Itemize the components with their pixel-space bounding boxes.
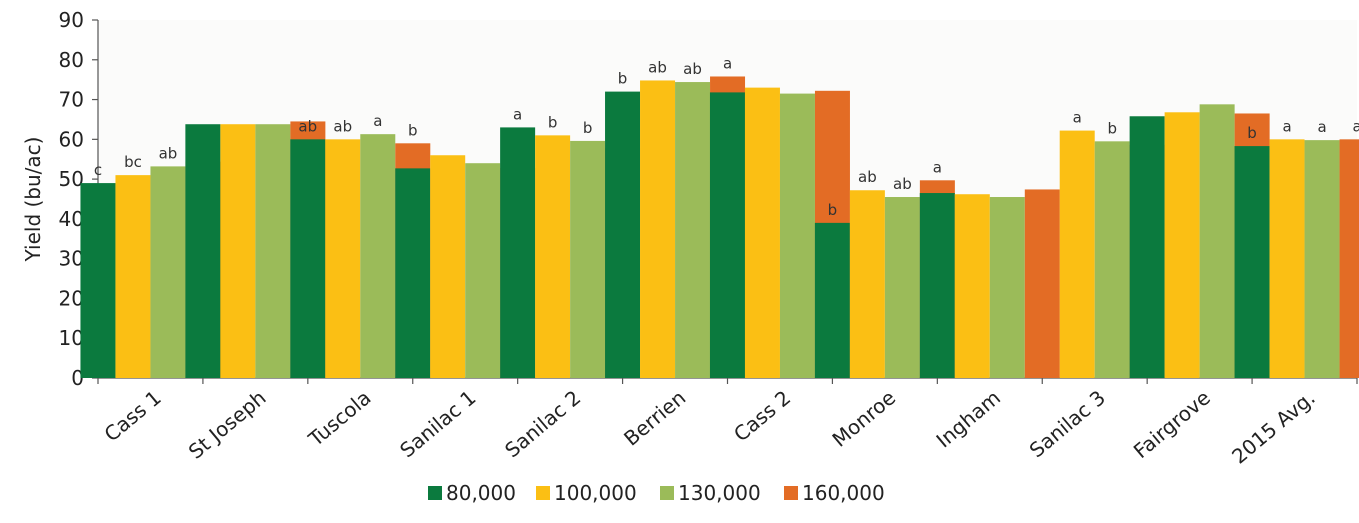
bar	[989, 197, 1025, 378]
legend-swatch	[536, 486, 550, 500]
bar	[1339, 139, 1359, 378]
bar	[395, 168, 431, 378]
significance-label: ab	[333, 117, 352, 135]
significance-label: a	[933, 158, 942, 176]
bar	[1129, 116, 1165, 379]
legend-label: 80,000	[446, 481, 516, 505]
x-tick-label: Fairgrove	[1129, 385, 1215, 463]
bar	[570, 140, 606, 378]
bar	[1304, 140, 1340, 378]
y-tick-label: 20	[59, 286, 84, 310]
x-tick-label: Cass 1	[100, 385, 166, 446]
significance-label: b	[1107, 119, 1117, 137]
bar	[919, 193, 955, 378]
bar	[1094, 141, 1130, 378]
bar	[185, 124, 221, 379]
y-tick-label: 70	[59, 88, 84, 112]
legend-swatch	[660, 486, 674, 500]
bar	[1234, 146, 1270, 378]
x-tick-label: Ingham	[932, 385, 1005, 452]
significance-label: ab	[298, 117, 317, 135]
bar	[640, 80, 676, 378]
x-tick-label: 2015 Avg.	[1227, 385, 1320, 468]
bar	[709, 92, 745, 378]
significance-label: a	[1282, 117, 1291, 135]
bar	[1199, 104, 1235, 378]
bar	[255, 124, 291, 379]
bar	[744, 87, 780, 378]
x-tick-label: Sanilac 1	[395, 385, 480, 462]
x-tick-label: Monroe	[828, 385, 900, 451]
x-tick-label: Sanilac 2	[500, 385, 585, 462]
bar	[535, 135, 571, 378]
bar	[1269, 139, 1305, 378]
significance-label: b	[618, 70, 628, 88]
y-tick-label: 80	[59, 48, 84, 72]
y-tick-label: 60	[59, 127, 84, 151]
significance-label: ab	[159, 144, 178, 162]
x-tick-label: Tuscola	[303, 385, 375, 451]
y-axis-label: Yield (bu/ac)	[21, 137, 45, 263]
significance-label: a	[1352, 117, 1359, 135]
bar	[1059, 130, 1095, 378]
bar	[884, 197, 920, 378]
significance-label: ab	[893, 175, 912, 193]
bar	[675, 82, 711, 378]
significance-label: b	[548, 113, 558, 131]
significance-label: ab	[683, 60, 702, 78]
bar	[605, 91, 641, 378]
significance-label: c	[94, 161, 102, 179]
bar	[1164, 112, 1200, 378]
y-tick-label: 10	[59, 326, 84, 350]
x-tick-label: Sanilac 3	[1025, 385, 1110, 462]
bar	[360, 134, 396, 378]
significance-label: a	[723, 54, 732, 72]
bar	[954, 194, 990, 378]
significance-label: b	[583, 119, 593, 137]
significance-label: a	[513, 105, 522, 123]
bar	[1024, 189, 1060, 378]
legend-label: 100,000	[554, 481, 637, 505]
significance-label: a	[1317, 118, 1326, 136]
bar	[150, 166, 186, 378]
significance-label: ab	[648, 58, 667, 76]
significance-label: a	[1073, 109, 1082, 127]
significance-label: a	[373, 112, 382, 130]
x-tick-label: St Joseph	[184, 385, 271, 463]
bar	[779, 93, 815, 378]
y-tick-label: 30	[59, 247, 84, 271]
legend-label: 130,000	[678, 481, 761, 505]
bar	[220, 124, 256, 379]
significance-label: b	[828, 201, 838, 219]
significance-label: ab	[858, 168, 877, 186]
significance-label: b	[408, 121, 418, 139]
y-tick-label: 50	[59, 167, 84, 191]
bar	[115, 175, 151, 378]
legend-swatch	[428, 486, 442, 500]
legend-swatch	[784, 486, 798, 500]
significance-label: b	[1247, 124, 1257, 142]
bar	[80, 183, 116, 378]
y-tick-label: 40	[59, 207, 84, 231]
significance-label: bc	[124, 153, 142, 171]
x-tick-label: Cass 2	[729, 385, 795, 446]
bar	[325, 139, 361, 378]
bar	[814, 222, 850, 378]
bar	[290, 139, 326, 378]
y-tick-label: 90	[59, 8, 84, 32]
x-tick-label: Berrien	[619, 385, 690, 450]
legend-label: 160,000	[802, 481, 885, 505]
bar	[849, 190, 885, 378]
bar	[500, 127, 536, 379]
bar	[465, 163, 501, 378]
bar	[430, 155, 466, 378]
